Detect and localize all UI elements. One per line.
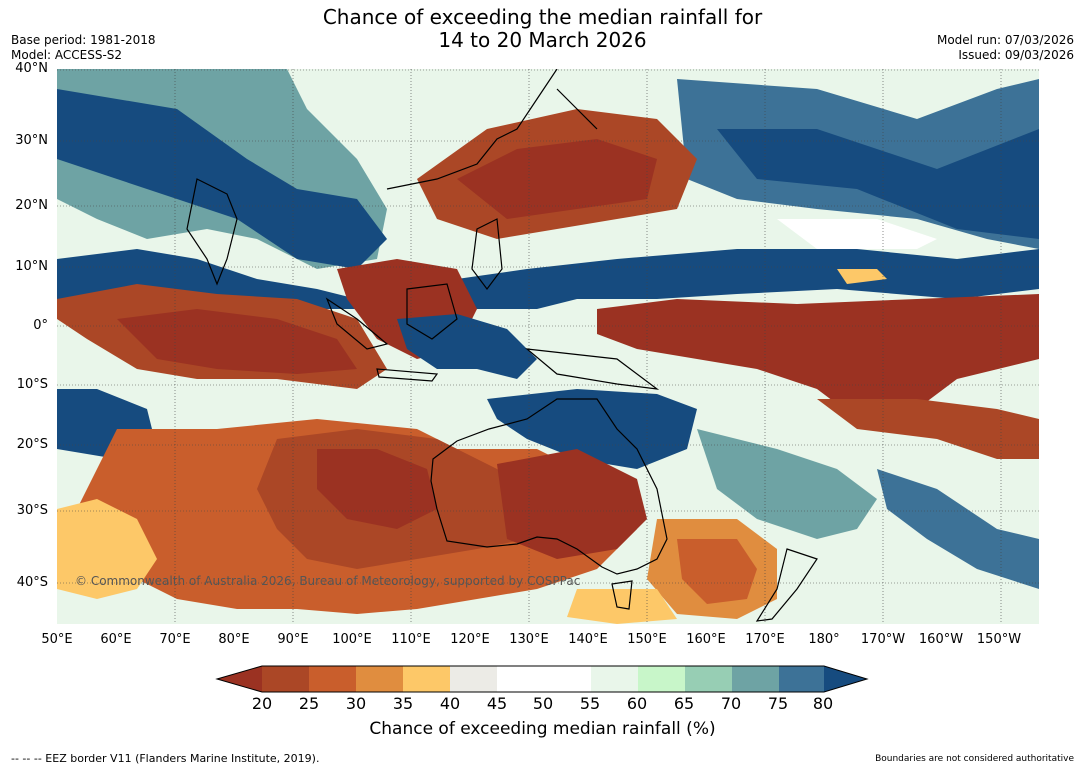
- model-name: Model: ACCESS-S2: [11, 48, 123, 62]
- india-outline: [186, 178, 238, 286]
- colorbar-label-35: 35: [392, 694, 414, 713]
- colorbar-low-arrow: [217, 666, 262, 692]
- colorbar-swatch: [732, 666, 779, 692]
- lon-label-120e: 120°E: [450, 632, 490, 647]
- lon-label-140e: 140°E: [568, 632, 608, 647]
- coastlines: [186, 69, 818, 622]
- colorbar-label-50: 50: [532, 694, 554, 713]
- lat-label-40s: 40°S: [16, 575, 48, 590]
- title-line-1: Chance of exceeding the median rainfall …: [322, 5, 763, 29]
- colorbar-swatch: [638, 666, 685, 692]
- colorbar: [215, 665, 869, 693]
- colorbar-swatch: [403, 666, 450, 692]
- rainfall-pattern: [57, 69, 1039, 624]
- lat-label-10s: 10°S: [16, 377, 48, 392]
- australia-outline: [430, 398, 668, 575]
- base-period: Base period: 1981-2018: [11, 33, 156, 47]
- rainfall-map: © Commonwealth of Australia 2026, Bureau…: [57, 69, 1039, 624]
- lon-label-90e: 90°E: [277, 632, 309, 647]
- lat-label-10n: 10°N: [15, 259, 48, 274]
- lon-label-170w: 170°W: [860, 632, 906, 647]
- lon-label-160w: 160°W: [918, 632, 964, 647]
- lon-label-70e: 70°E: [159, 632, 191, 647]
- lon-label-150e: 150°E: [627, 632, 667, 647]
- lon-label-80e: 80°E: [218, 632, 250, 647]
- colorbar-label-30: 30: [345, 694, 367, 713]
- lat-label-0: 0°: [33, 318, 48, 333]
- model-run: Model run: 07/03/2026: [936, 33, 1074, 47]
- colorbar-swatch: [779, 666, 824, 692]
- colorbar-label-45: 45: [486, 694, 508, 713]
- colorbar-label-55: 55: [579, 694, 601, 713]
- colorbar-label-40: 40: [439, 694, 461, 713]
- japan-outline: [556, 88, 598, 130]
- lon-label-110e: 110°E: [391, 632, 431, 647]
- philippines-outline: [471, 218, 503, 290]
- colorbar-swatch: [685, 666, 732, 692]
- colorbar-label-75: 75: [767, 694, 789, 713]
- lon-label-60e: 60°E: [100, 632, 132, 647]
- lat-label-40n: 40°N: [15, 61, 48, 76]
- watermark: © Commonwealth of Australia 2026, Bureau…: [75, 574, 580, 588]
- colorbar-swatch: [591, 666, 638, 692]
- colorbar-label-65: 65: [673, 694, 695, 713]
- colorbar-swatch: [450, 666, 497, 692]
- colorbar-label-25: 25: [298, 694, 320, 713]
- lat-label-30n: 30°N: [15, 133, 48, 148]
- china-coast: [386, 69, 558, 190]
- lon-label-180: 180°: [808, 632, 840, 647]
- lon-label-50e: 50°E: [41, 632, 73, 647]
- tasmania-outline: [611, 580, 633, 610]
- lon-label-160e: 160°E: [686, 632, 726, 647]
- borneo-outline: [406, 283, 458, 340]
- colorbar-label-60: 60: [626, 694, 648, 713]
- lon-label-150w: 150°W: [976, 632, 1022, 647]
- lon-label-100e: 100°E: [332, 632, 372, 647]
- lon-label-130e: 130°E: [509, 632, 549, 647]
- eez-note: -- -- -- EEZ border V11 (Flanders Marine…: [11, 752, 320, 765]
- colorbar-swatch: [309, 666, 356, 692]
- title-line-2: 14 to 20 March 2026: [438, 28, 647, 52]
- lat-label-30s: 30°S: [16, 503, 48, 518]
- lat-label-20s: 20°S: [16, 437, 48, 452]
- colorbar-swatch: [544, 666, 591, 692]
- colorbar-swatch: [497, 666, 544, 692]
- issued-date: Issued: 09/03/2026: [958, 48, 1074, 62]
- colorbar-high-arrow: [824, 666, 867, 692]
- colorbar-swatch: [356, 666, 403, 692]
- new-zealand-outline: [755, 548, 818, 622]
- colorbar-label-80: 80: [812, 694, 834, 713]
- colorbar-label-20: 20: [251, 694, 273, 713]
- colorbar-label-70: 70: [720, 694, 742, 713]
- colorbar-swatch: [262, 666, 309, 692]
- new-guinea-outline: [525, 348, 660, 390]
- sumatra-outline: [325, 297, 389, 350]
- colorbar-outline: [215, 665, 869, 693]
- lat-label-20n: 20°N: [15, 198, 48, 213]
- java-outline: [376, 368, 439, 382]
- boundaries-disclaimer: Boundaries are not considered authoritat…: [875, 754, 1074, 764]
- colorbar-title: Chance of exceeding median rainfall (%): [369, 719, 716, 739]
- lon-label-170e: 170°E: [745, 632, 785, 647]
- graticule: [57, 69, 1039, 624]
